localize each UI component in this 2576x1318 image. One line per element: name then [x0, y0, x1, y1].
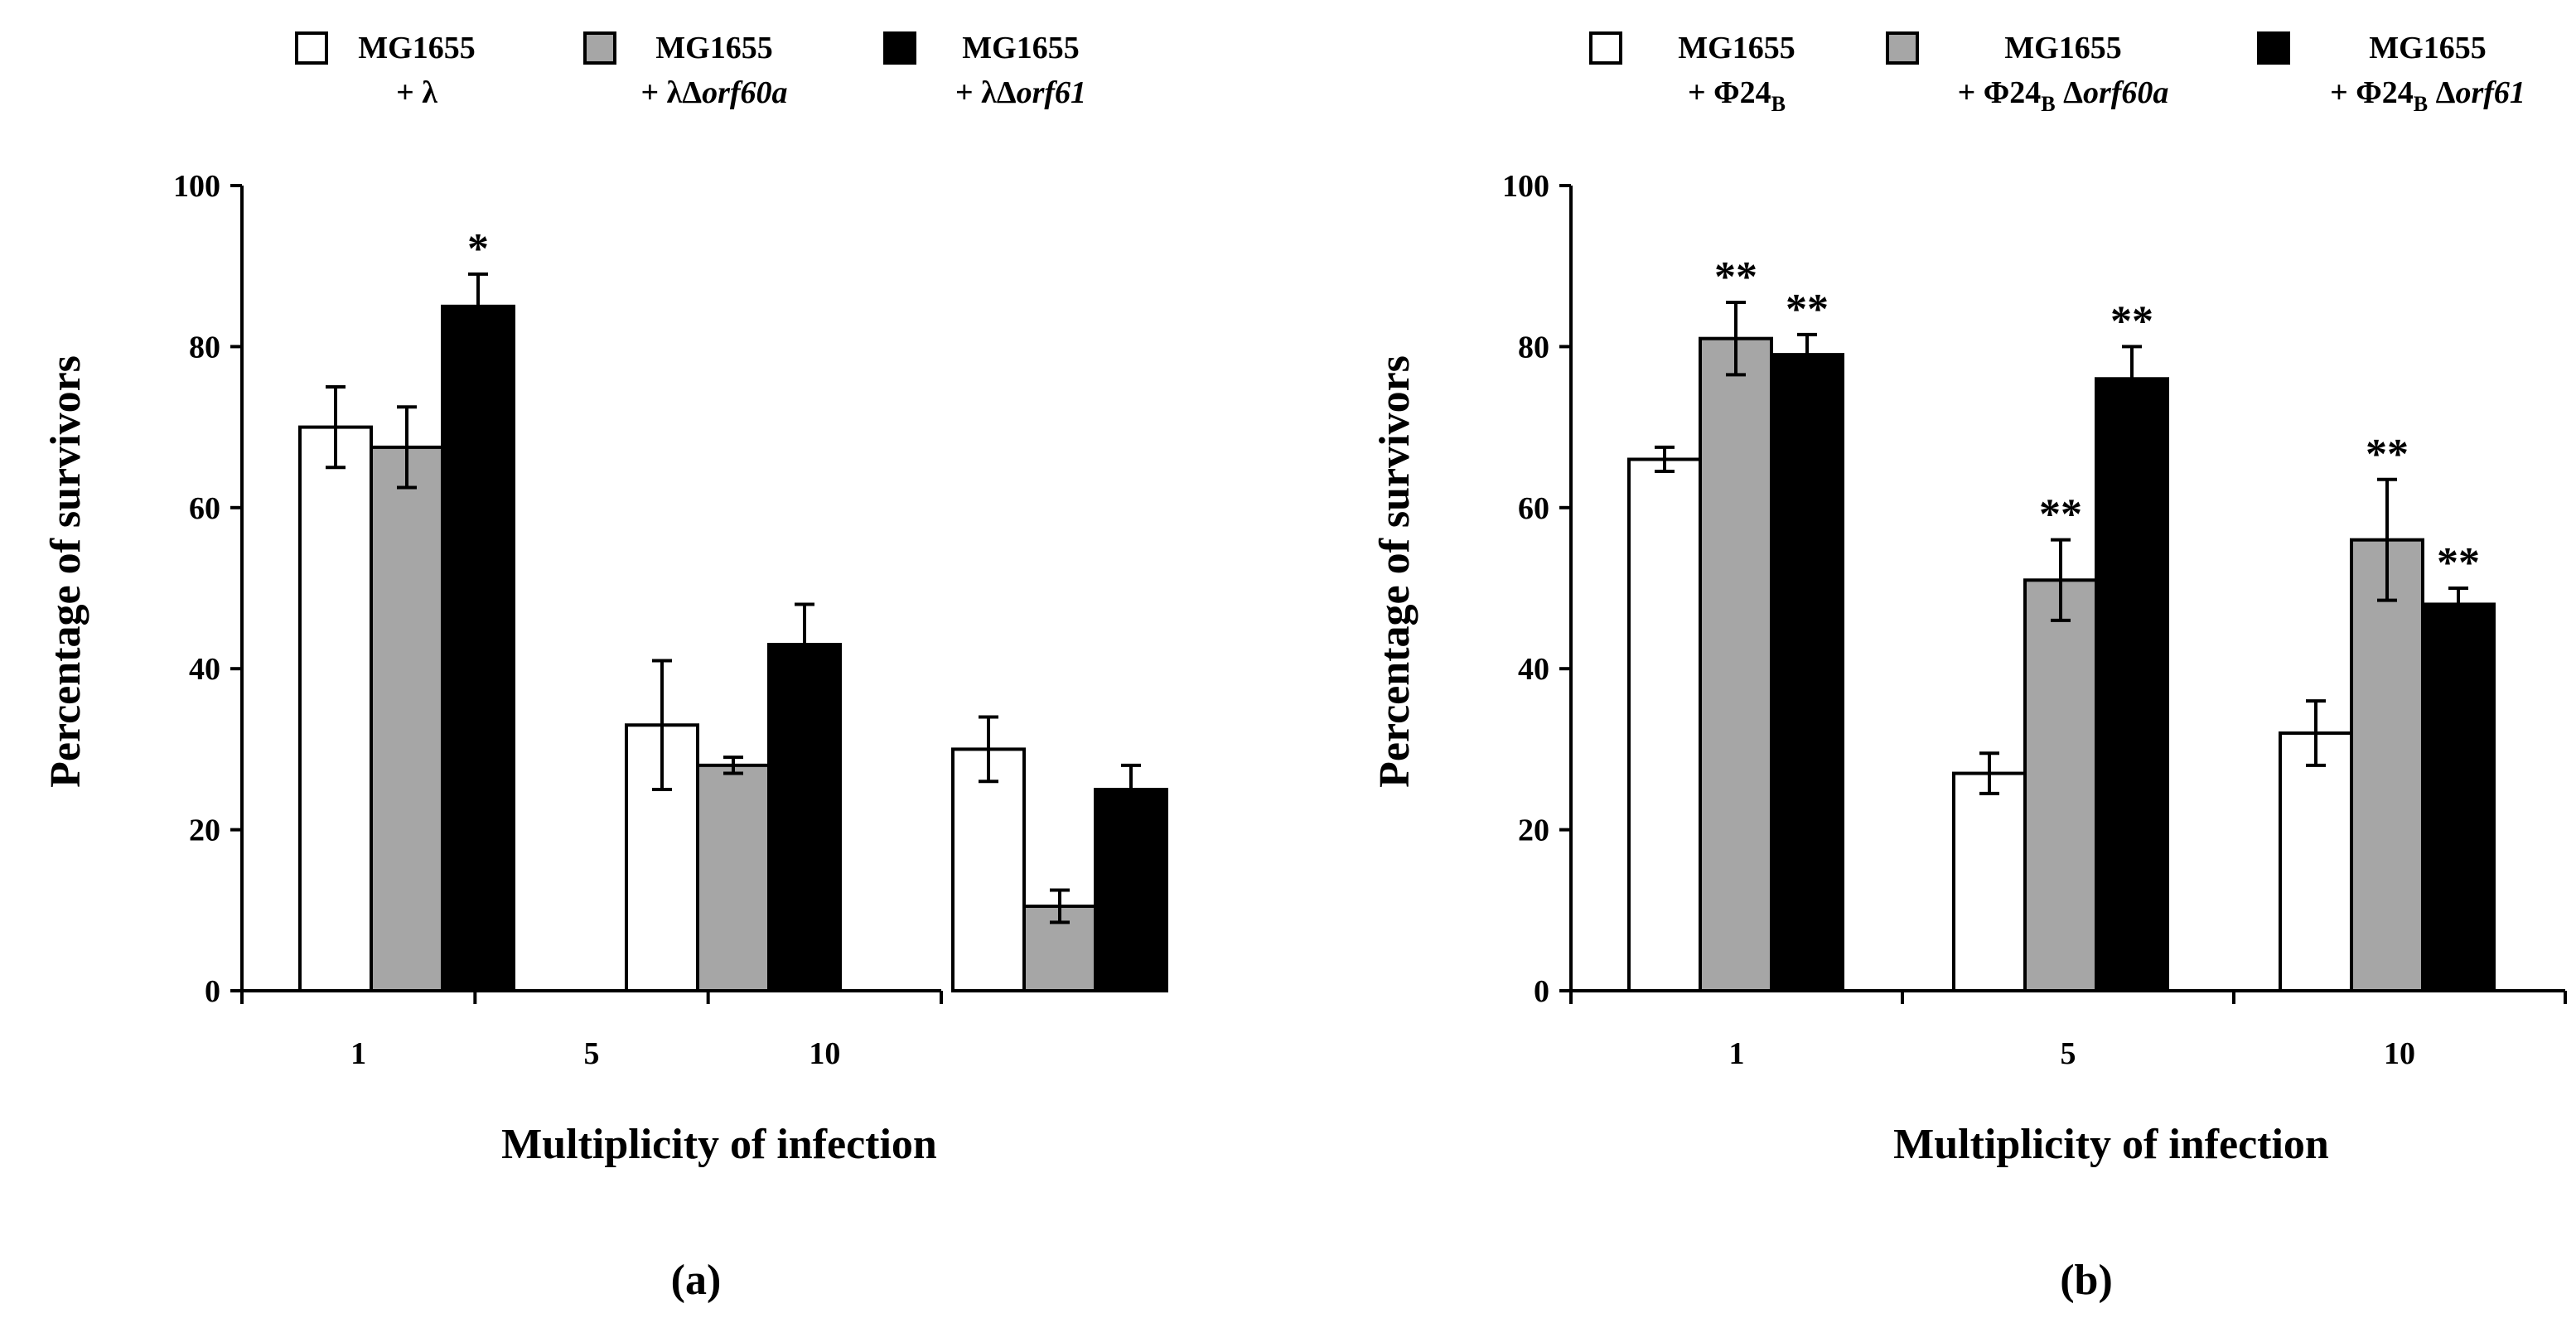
panel-b-x-tick-label: 1 — [1729, 1036, 1745, 1071]
panel-b-bar-s2-c1 — [2095, 377, 2169, 992]
panel-b-bar-s2-c2 — [2421, 602, 2496, 992]
panel-a-x-tick-label: 1 — [350, 1036, 366, 1071]
panel-b-bar-s2-c0 — [1770, 353, 1844, 992]
panel-b-xlabel: Multiplicity of infection — [1893, 1121, 2329, 1168]
panel-a-bar-s2-c1 — [767, 643, 842, 992]
panel-b-bar-s1-c1 — [2023, 578, 2098, 993]
legend-b-label-0-line2: + Φ24B — [1688, 75, 1786, 116]
legend-b-label-1-sub: B — [2041, 92, 2055, 116]
panel-b-y-tick-label: 80 — [1518, 330, 1549, 365]
panel-a-bar-s2-c2 — [1094, 788, 1168, 992]
legend-b-label-1-line1: MG1655 — [2004, 31, 2121, 65]
panel-b-bar-s0-c0 — [1627, 457, 1702, 992]
legend-b-label-1-line2: + Φ24B Δorf60a — [1958, 75, 2169, 116]
panel-a-bar-s0-c2 — [951, 747, 1026, 993]
panel-a-x-tick-label: 5 — [584, 1036, 600, 1071]
legend-b-label-1-prefix: + Φ24 — [1958, 75, 2042, 110]
legend-b-swatch-2 — [2257, 31, 2290, 65]
legend-a-swatch-0 — [295, 31, 328, 65]
panel-b-ylabel: Percentage of survivors — [1371, 355, 1418, 788]
panel-b-y-tick-label: 100 — [1502, 169, 1549, 204]
panel-a-y-tick-label: 40 — [189, 652, 220, 687]
panel-b-x-tick-label: 10 — [2384, 1036, 2415, 1071]
panel-b-bar-s1-c2 — [2350, 538, 2424, 992]
legend-b: MG1655 + Φ24B MG1655 + Φ24B Δorf60a MG16… — [1589, 31, 2525, 116]
legend-b-label-2-delta: Δ — [2428, 75, 2456, 110]
panel-b-bar-s0-c1 — [1952, 771, 2027, 992]
legend-a-swatch-1 — [583, 31, 616, 65]
legend-a-label-1-line2: + λΔorf60a — [640, 75, 787, 110]
legend-b-label-1-delta: Δ — [2056, 75, 2084, 110]
panel-a-x-tick-label: 10 — [809, 1036, 840, 1071]
legend-b-label-2-sub: B — [2414, 92, 2428, 116]
panel-a-bar-s2-c0 — [441, 304, 515, 992]
panel-a-y-tick-label: 60 — [189, 491, 220, 526]
legend-a-swatch-2 — [883, 31, 916, 65]
panel-b-label: (b) — [2060, 1257, 2113, 1304]
legend-a-label-0-line1: MG1655 — [358, 31, 475, 65]
legend-a-label-2-prefix: + λΔ — [955, 75, 1017, 110]
panel-b-y-tick-label: 40 — [1518, 652, 1549, 687]
panel-b-significance-mark: ** — [2110, 297, 2153, 345]
panel-b-significance-mark: ** — [2437, 539, 2480, 587]
panel-b-significance-mark: ** — [1714, 253, 1757, 301]
panel-b-y-tick-label: 20 — [1518, 813, 1549, 848]
legend-a-label-2-gene: orf61 — [1017, 75, 1086, 110]
panel-b-x-tick-label: 5 — [2061, 1036, 2076, 1071]
legend-a-label-2-line2: + λΔorf61 — [955, 75, 1086, 110]
legend-a: MG1655 + λ MG1655 + λΔorf60a MG1655 + λΔ… — [295, 31, 1086, 110]
panel-a-xlabel: Multiplicity of infection — [501, 1121, 937, 1168]
legend-b-swatch-0 — [1589, 31, 1622, 65]
panel-b-significance-mark: ** — [2366, 431, 2409, 478]
panel-b-bar-s0-c2 — [2279, 731, 2353, 993]
legend-b-swatch-1 — [1886, 31, 1919, 65]
panel-b-y-tick-label: 60 — [1518, 491, 1549, 526]
legend-a-label-0-line2: + λ — [396, 75, 437, 110]
legend-b-label-2-line1: MG1655 — [2369, 31, 2486, 65]
panel-a-ylabel: Percentage of survivors — [42, 355, 89, 788]
panel-a-bar-s1-c1 — [696, 763, 771, 993]
legend-b-label-0-line1: MG1655 — [1678, 31, 1795, 65]
legend-b-label-0-sub: B — [1771, 92, 1786, 116]
panel-b-plot: 0 20 40 60 80 100 1 5 10 ** ** ** ** ** ** — [1502, 169, 2567, 1071]
panel-a-plot: 0 20 40 60 80 100 1 5 10 * — [173, 169, 1168, 1071]
legend-b-label-0-prefix: + Φ24 — [1688, 75, 1771, 110]
legend-a-label-1-gene: orf60a — [702, 75, 787, 110]
panel-a-label: (a) — [671, 1257, 722, 1304]
legend-a-label-1-prefix: + λΔ — [640, 75, 702, 110]
legend-b-label-1-gene: orf60a — [2083, 75, 2168, 110]
legend-a-label-2-line1: MG1655 — [962, 31, 1079, 65]
legend-b-label-2-line2: + Φ24B Δorf61 — [2330, 75, 2525, 116]
panel-b-significance-mark: ** — [2039, 491, 2082, 538]
panel-a-y-tick-label: 0 — [205, 974, 220, 1009]
panel-a-y-tick-label: 80 — [189, 330, 220, 365]
legend-b-label-2-gene: orf61 — [2455, 75, 2525, 110]
panel-b-significance-mark: ** — [1786, 286, 1829, 333]
panel-a-bar-s0-c0 — [298, 425, 373, 992]
panel-a-y-tick-label: 20 — [189, 813, 220, 848]
panel-b-y-tick-label: 0 — [1534, 974, 1549, 1009]
panel-a-significance-mark: * — [467, 225, 489, 273]
legend-a-label-1-line1: MG1655 — [655, 31, 772, 65]
panel-a-y-tick-label: 100 — [173, 169, 220, 204]
legend-b-label-2-prefix: + Φ24 — [2330, 75, 2414, 110]
panel-a-bar-s1-c0 — [370, 445, 444, 992]
panel-b-bar-s1-c0 — [1699, 336, 1773, 992]
